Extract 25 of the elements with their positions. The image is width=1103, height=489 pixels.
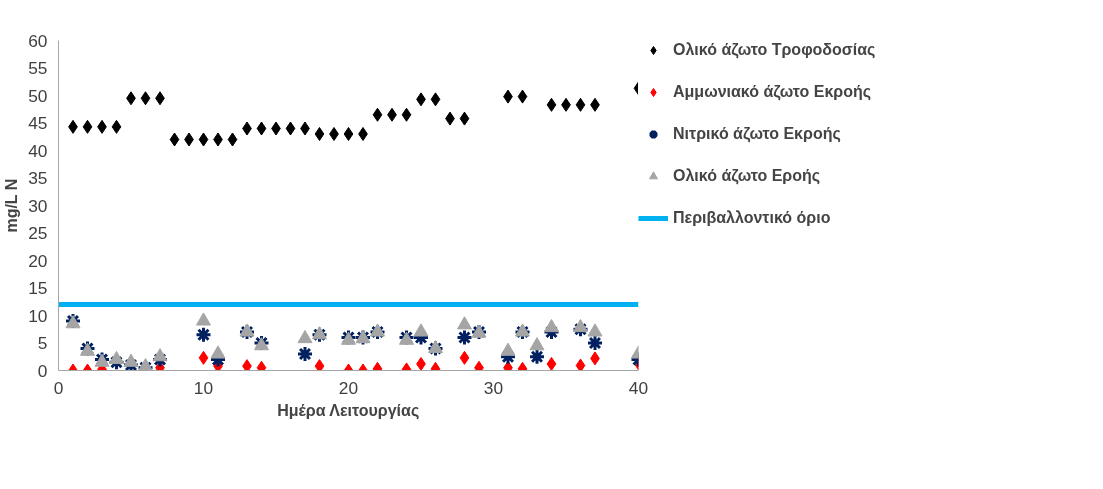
y-tick-label: 40 [28,140,48,161]
legend-label: Περιβαλλοντικό όριο [673,209,831,227]
y-tick-label: 25 [28,223,48,243]
x-axis-title: Ημέρα Λειτουργίας [277,401,420,420]
y-tick-label: 45 [28,113,48,133]
legend-label: Νιτρικό άζωτο Εκροής [673,125,841,143]
y-tick-label: 50 [28,85,48,106]
x-tick-label: 0 [53,377,64,398]
legend-label: Αμμωνιακό άζωτο Εκροής [673,83,872,101]
x-tick-label: 10 [193,377,214,398]
y-tick-label: 60 [28,30,48,51]
y-tick-label: 35 [28,168,48,188]
y-tick-label: 55 [28,58,48,78]
legend-label: Ολικό άζωτο Εροής [673,167,821,185]
y-tick-label: 30 [28,195,48,216]
y-tick-label: 5 [37,333,48,353]
legend-label: Ολικό άζωτο Τροφοδοσίας [673,41,876,59]
x-tick-label: 30 [483,377,504,398]
y-tick-label: 20 [28,250,48,271]
y-tick-label: 0 [37,360,48,381]
y-tick-label: 10 [28,305,48,326]
y-axis-title: mg/L N [3,178,21,233]
y-tick-label: 15 [28,278,48,298]
x-tick-label: 20 [338,377,359,398]
x-tick-label: 40 [628,377,649,398]
